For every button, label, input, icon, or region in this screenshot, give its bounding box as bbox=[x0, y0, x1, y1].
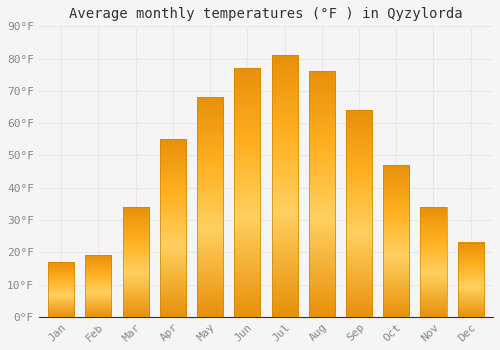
Bar bbox=[86, 256, 112, 317]
Bar bbox=[420, 207, 446, 317]
Bar bbox=[383, 165, 409, 317]
Bar bbox=[122, 207, 148, 317]
Bar bbox=[458, 243, 483, 317]
Bar bbox=[160, 139, 186, 317]
Bar bbox=[308, 71, 335, 317]
Title: Average monthly temperatures (°F ) in Qyzylorda: Average monthly temperatures (°F ) in Qy… bbox=[69, 7, 462, 21]
Bar bbox=[272, 55, 297, 317]
Bar bbox=[346, 110, 372, 317]
Bar bbox=[234, 68, 260, 317]
Bar bbox=[197, 97, 223, 317]
Bar bbox=[48, 262, 74, 317]
